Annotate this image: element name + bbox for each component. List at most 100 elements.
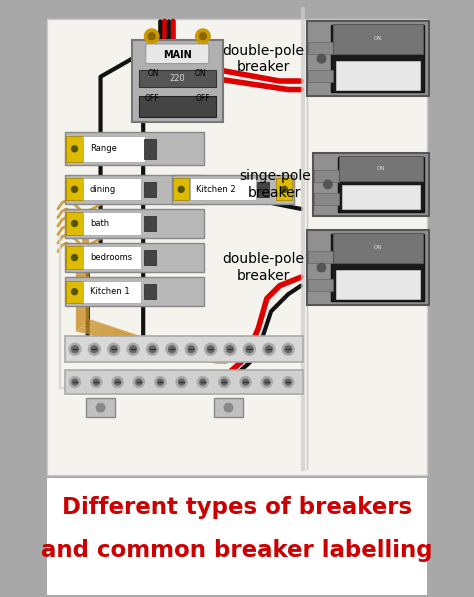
FancyBboxPatch shape (83, 136, 145, 162)
Circle shape (224, 404, 233, 412)
Text: 220: 220 (169, 74, 185, 83)
Circle shape (127, 343, 139, 355)
FancyBboxPatch shape (336, 61, 419, 90)
Text: ON: ON (374, 245, 382, 250)
Circle shape (91, 377, 102, 387)
Circle shape (168, 346, 175, 353)
Circle shape (205, 343, 217, 355)
Circle shape (227, 346, 233, 353)
FancyBboxPatch shape (337, 158, 424, 211)
Circle shape (72, 379, 78, 385)
FancyBboxPatch shape (308, 42, 333, 54)
Circle shape (224, 343, 236, 355)
FancyBboxPatch shape (172, 175, 294, 204)
Circle shape (207, 346, 214, 353)
Circle shape (88, 343, 100, 355)
Circle shape (149, 346, 156, 353)
Circle shape (324, 180, 332, 189)
Circle shape (179, 379, 184, 385)
Circle shape (72, 346, 78, 353)
FancyBboxPatch shape (83, 179, 141, 201)
Circle shape (72, 220, 78, 226)
FancyBboxPatch shape (65, 175, 204, 204)
Text: double-pole
breaker: double-pole breaker (222, 253, 304, 283)
FancyBboxPatch shape (139, 96, 216, 117)
FancyBboxPatch shape (314, 193, 339, 205)
FancyBboxPatch shape (66, 281, 82, 303)
FancyBboxPatch shape (65, 370, 303, 394)
FancyBboxPatch shape (66, 213, 82, 235)
FancyBboxPatch shape (257, 181, 269, 197)
FancyBboxPatch shape (333, 233, 423, 263)
FancyBboxPatch shape (190, 179, 256, 201)
Text: MAIN: MAIN (163, 50, 191, 60)
Circle shape (176, 377, 187, 387)
Text: double-pole
breaker: double-pole breaker (222, 44, 304, 74)
FancyBboxPatch shape (214, 398, 243, 417)
Circle shape (282, 343, 294, 355)
FancyBboxPatch shape (308, 251, 333, 263)
Circle shape (261, 377, 273, 387)
Circle shape (185, 343, 197, 355)
FancyBboxPatch shape (173, 179, 189, 201)
FancyBboxPatch shape (86, 398, 115, 417)
FancyBboxPatch shape (139, 69, 216, 87)
Circle shape (72, 186, 78, 192)
Circle shape (148, 33, 155, 39)
Text: dining: dining (90, 185, 116, 194)
Circle shape (96, 404, 105, 412)
Circle shape (317, 263, 326, 272)
FancyBboxPatch shape (333, 24, 423, 54)
Circle shape (246, 346, 253, 353)
Circle shape (72, 289, 78, 295)
Circle shape (265, 346, 272, 353)
FancyBboxPatch shape (146, 44, 209, 63)
Circle shape (196, 29, 210, 44)
Circle shape (244, 343, 255, 355)
Circle shape (146, 343, 158, 355)
FancyBboxPatch shape (65, 209, 204, 238)
Text: Range: Range (90, 144, 117, 153)
FancyBboxPatch shape (47, 19, 427, 475)
Circle shape (69, 377, 81, 387)
Circle shape (72, 254, 78, 260)
Text: ON: ON (195, 69, 207, 78)
FancyBboxPatch shape (331, 25, 424, 92)
Circle shape (243, 379, 248, 385)
Circle shape (110, 346, 117, 353)
Text: Kitchen 2: Kitchen 2 (197, 185, 236, 194)
FancyBboxPatch shape (145, 250, 155, 265)
Circle shape (136, 379, 142, 385)
FancyBboxPatch shape (132, 40, 222, 122)
Circle shape (283, 377, 294, 387)
FancyBboxPatch shape (313, 153, 429, 216)
FancyBboxPatch shape (307, 230, 429, 305)
Circle shape (91, 346, 98, 353)
FancyBboxPatch shape (24, 0, 450, 597)
FancyBboxPatch shape (331, 234, 424, 301)
Circle shape (130, 346, 137, 353)
Circle shape (157, 379, 163, 385)
FancyBboxPatch shape (83, 281, 141, 303)
Text: ON: ON (148, 69, 160, 78)
FancyBboxPatch shape (342, 185, 419, 210)
Circle shape (166, 343, 178, 355)
Circle shape (178, 186, 184, 192)
Circle shape (69, 343, 81, 355)
Circle shape (317, 54, 326, 63)
FancyBboxPatch shape (307, 21, 429, 96)
Circle shape (108, 343, 120, 355)
Text: bath: bath (90, 219, 109, 228)
Circle shape (155, 377, 166, 387)
Text: Kitchen 1: Kitchen 1 (90, 287, 129, 296)
FancyBboxPatch shape (336, 270, 419, 299)
FancyBboxPatch shape (145, 139, 155, 159)
Circle shape (115, 379, 120, 385)
Text: Different types of breakers: Different types of breakers (62, 496, 412, 519)
FancyBboxPatch shape (65, 132, 204, 165)
FancyBboxPatch shape (66, 136, 82, 162)
Circle shape (263, 343, 275, 355)
FancyBboxPatch shape (83, 213, 141, 235)
FancyBboxPatch shape (314, 170, 339, 181)
FancyBboxPatch shape (145, 181, 155, 197)
